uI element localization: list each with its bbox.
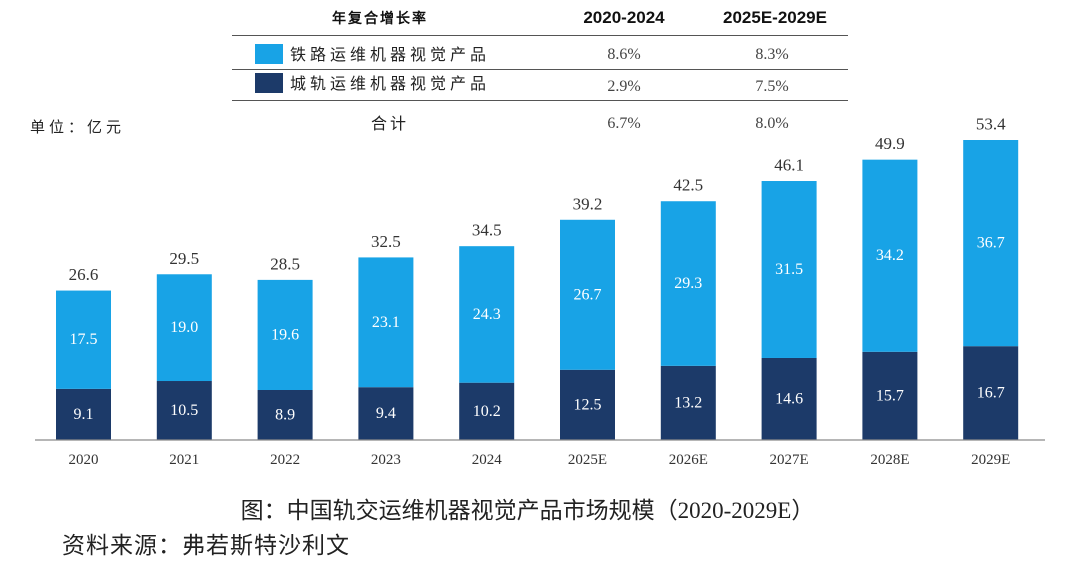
bar-railway-segment-2021 <box>156 274 212 382</box>
x-tick-label-2028E: 2028E <box>870 452 909 468</box>
bar-urban-rail-segment-2020 <box>56 388 111 440</box>
x-tick-label-2025E: 2025E <box>568 452 607 468</box>
figure-caption: 图：中国轨交运维机器视觉产品市场规模（2020-2029E） <box>240 498 815 523</box>
table-row-rule <box>232 100 848 101</box>
data-label-urban-rail-segment-2024: 10.2 <box>473 403 501 420</box>
data-label-urban-rail-segment-2026E: 13.2 <box>674 394 702 411</box>
data-label-urban-rail-segment-2023: 9.4 <box>376 405 396 422</box>
data-label-railway-segment-2024: 24.3 <box>473 306 501 323</box>
total-label-2024: 34.5 <box>472 221 502 240</box>
cagr-urban-rail-period2: 7.5% <box>755 78 789 95</box>
bar-urban-rail-segment-2022 <box>257 390 313 440</box>
x-tick-label-2029E: 2029E <box>971 452 1010 468</box>
x-tick-label-2024: 2024 <box>472 452 503 468</box>
cagr-header-period2: 2025E-2029E <box>723 8 827 27</box>
bar-group: 9.1 17.5 26.6 2020 10.5 19.0 29.5 2021 8.9 19.6 28… <box>56 115 1019 468</box>
cagr-railway-period2: 8.3% <box>755 46 789 63</box>
data-label-urban-rail-segment-2021: 10.5 <box>170 402 198 419</box>
data-label-railway-segment-2029E: 36.7 <box>977 235 1005 252</box>
legend-swatch-urban-rail <box>255 73 283 93</box>
total-label-2023: 32.5 <box>371 232 401 251</box>
bar-railway-segment-2026E <box>660 201 716 366</box>
table-row-rule <box>232 69 848 70</box>
bar-railway-segment-2022 <box>257 279 313 390</box>
x-tick-label-2023: 2023 <box>371 452 401 468</box>
cagr-row-label-total: 合计 <box>370 114 409 133</box>
cagr-header-period1: 2020-2024 <box>583 8 665 27</box>
bar-railway-segment-2024 <box>459 246 515 383</box>
data-label-urban-rail-segment-2022: 8.9 <box>275 407 295 424</box>
data-label-urban-rail-segment-2029E: 16.7 <box>977 385 1005 402</box>
data-label-urban-rail-segment-2020: 9.1 <box>74 406 94 423</box>
x-tick-label-2020: 2020 <box>69 452 99 468</box>
cagr-total-period1: 6.7% <box>607 115 641 132</box>
cagr-row-label-urban-rail: 城轨运维机器视觉产品 <box>290 74 491 93</box>
source-note: 资料来源：弗若斯特沙利文 <box>62 533 350 558</box>
bar-railway-segment-2025E <box>560 219 615 370</box>
total-label-2027E: 46.1 <box>774 156 804 175</box>
stacked-bar-chart: 9.1 17.5 26.6 2020 10.5 19.0 29.5 2021 8.9 19.6 28… <box>35 115 1045 468</box>
total-label-2020: 26.6 <box>69 265 99 284</box>
data-label-urban-rail-segment-2025E: 12.5 <box>574 396 602 413</box>
bar-urban-rail-segment-2028E <box>862 351 918 440</box>
unit-label: 单位：亿元 <box>30 118 126 136</box>
bar-urban-rail-segment-2027E <box>761 357 817 440</box>
cagr-total-period2: 8.0% <box>755 115 789 132</box>
data-label-railway-segment-2023: 23.1 <box>372 314 400 331</box>
bar-railway-segment-2023 <box>358 257 414 388</box>
total-label-2022: 28.5 <box>270 254 300 273</box>
data-label-railway-segment-2026E: 29.3 <box>674 275 702 292</box>
bar-railway-segment-2029E <box>963 140 1019 347</box>
bar-railway-segment-2020 <box>56 290 111 389</box>
x-tick-label-2021: 2021 <box>169 452 199 468</box>
cagr-table: 年复合增长率 2020-2024 2025E-2029E 铁路运维机器视觉产品 … <box>0 0 1080 140</box>
bar-urban-rail-segment-2021 <box>156 381 212 440</box>
bar-urban-rail-segment-2023 <box>358 387 414 440</box>
data-label-railway-segment-2021: 19.0 <box>170 319 198 336</box>
total-label-2028E: 49.9 <box>875 134 905 153</box>
bar-railway-segment-2028E <box>862 159 918 352</box>
cagr-railway-period1: 8.6% <box>607 46 641 63</box>
data-label-railway-segment-2027E: 31.5 <box>775 261 803 278</box>
data-label-railway-segment-2028E: 34.2 <box>876 247 904 264</box>
total-label-2025E: 39.2 <box>573 194 603 213</box>
legend-swatch-railway <box>255 44 283 64</box>
x-tick-label-2026E: 2026E <box>669 452 708 468</box>
cagr-urban-rail-period1: 2.9% <box>607 78 641 95</box>
total-label-2026E: 42.5 <box>673 176 703 195</box>
data-label-urban-rail-segment-2028E: 15.7 <box>876 387 904 404</box>
bar-urban-rail-segment-2024 <box>459 382 515 440</box>
x-tick-label-2027E: 2027E <box>770 452 809 468</box>
bar-urban-rail-segment-2026E <box>660 365 716 440</box>
cagr-header-label: 年复合增长率 <box>332 10 428 26</box>
data-label-urban-rail-segment-2027E: 14.6 <box>775 390 803 407</box>
data-label-railway-segment-2025E: 26.7 <box>574 286 602 303</box>
data-label-railway-segment-2020: 17.5 <box>70 331 98 348</box>
x-tick-label-2022: 2022 <box>270 452 300 468</box>
data-label-railway-segment-2022: 19.6 <box>271 326 299 343</box>
bar-urban-rail-segment-2029E <box>963 346 1019 440</box>
cagr-row-label-railway: 铁路运维机器视觉产品 <box>290 45 491 64</box>
total-label-2029E: 53.4 <box>976 115 1006 134</box>
bar-railway-segment-2027E <box>761 181 817 358</box>
total-label-2021: 29.5 <box>169 249 199 268</box>
table-header-rule <box>232 35 848 36</box>
bar-urban-rail-segment-2025E <box>560 369 615 440</box>
